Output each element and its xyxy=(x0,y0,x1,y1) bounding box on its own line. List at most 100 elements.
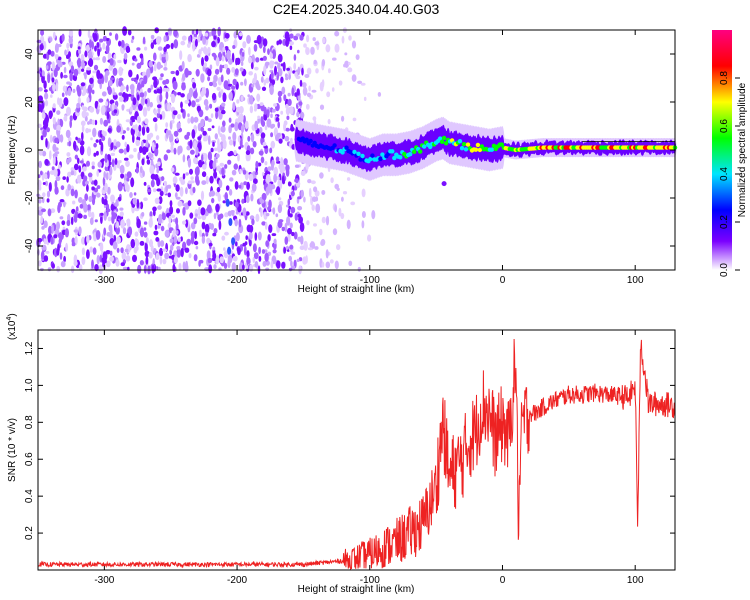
heatmap-noise-cell xyxy=(284,135,290,142)
heatmap-noise-cell xyxy=(130,177,135,188)
heatmap-noise-cell xyxy=(57,164,61,170)
heatmap-noise-cell xyxy=(288,267,293,271)
heatmap-noise-cell xyxy=(187,54,192,63)
heatmap-noise-cell xyxy=(125,160,130,167)
heatmap-noise-cell xyxy=(258,150,264,156)
heatmap-noise-cell xyxy=(163,46,167,53)
signal-core xyxy=(437,136,443,141)
heatmap-noise-cell xyxy=(144,118,149,125)
heatmap-noise-cell xyxy=(228,83,233,87)
heatmap-noise-cell xyxy=(86,249,90,260)
heatmap-noise-cell xyxy=(91,259,94,269)
heatmap-noise-cell xyxy=(236,106,241,113)
heatmap-noise-cell xyxy=(210,147,214,153)
heatmap-noise-cell xyxy=(287,227,292,235)
heatmap-noise-cell xyxy=(68,140,72,147)
heatmap-noise-cell xyxy=(61,33,65,42)
heatmap-noise-cell xyxy=(63,255,66,263)
heatmap-noise-cell xyxy=(289,222,293,229)
heatmap-noise-cell xyxy=(170,167,175,173)
heatmap-noise-cell xyxy=(235,57,238,66)
heatmap-noise-cell xyxy=(49,134,53,143)
heatmap-noise-cell xyxy=(199,229,202,237)
heatmap-noise-cell xyxy=(281,86,286,95)
heatmap-noise-cell xyxy=(270,125,274,129)
heatmap-noise-cell xyxy=(56,248,60,256)
heatmap-noise-cell xyxy=(276,40,280,46)
heatmap-noise-cell xyxy=(118,77,124,82)
heatmap-noise-cell xyxy=(37,103,42,112)
heatmap-noise-cell xyxy=(325,249,329,259)
heatmap-noise-cell xyxy=(44,158,49,166)
heatmap-noise-cell xyxy=(156,225,161,229)
heatmap-noise-cell xyxy=(180,236,183,242)
heatmap-noise-cell xyxy=(101,130,105,135)
heatmap-noise-cell xyxy=(53,234,58,239)
heatmap-noise-cell xyxy=(86,235,90,244)
heatmap-noise-cell xyxy=(277,62,281,70)
heatmap-noise-cell xyxy=(315,203,321,214)
heatmap-noise-cell xyxy=(65,188,70,197)
heatmap-noise-cell xyxy=(92,57,96,61)
heatmap-noise-cell xyxy=(78,197,83,203)
heatmap-noise-cell xyxy=(254,66,259,71)
heatmap-noise-cell xyxy=(135,167,139,174)
heatmap-noise-cell xyxy=(117,59,122,64)
heatmap-noise-cell xyxy=(187,117,191,124)
heatmap-noise-cell xyxy=(228,124,232,134)
heatmap-noise-cell xyxy=(51,61,56,71)
heatmap-noise-cell xyxy=(202,35,207,45)
heatmap-noise-cell xyxy=(127,29,132,36)
heatmap-noise-cell xyxy=(134,231,139,237)
heatmap-noise-cell xyxy=(118,80,123,87)
heatmap-xlabel: Height of straight line (km) xyxy=(298,284,415,295)
heatmap-noise-cell xyxy=(122,227,127,235)
heatmap-noise-cell xyxy=(188,35,192,42)
heatmap-noise-cell xyxy=(238,113,244,123)
heatmap-noise-cell xyxy=(336,244,341,251)
heatmap-noise-cell xyxy=(52,117,56,125)
heatmap-noise-cell xyxy=(160,73,164,78)
heatmap-noise-cell xyxy=(141,158,145,166)
heatmap-noise-cell xyxy=(157,107,161,114)
heatmap-noise-cell xyxy=(176,246,181,250)
heatmap-noise-cell xyxy=(106,107,111,113)
heatmap-noise-cell xyxy=(242,207,247,217)
snr-panel: -300 -200 -100 0 100 0.2 0.4 0.6 0.8 1.0 1.2 Heigh… xyxy=(6,313,676,595)
heatmap-noise-cell xyxy=(91,119,96,126)
heatmap-noise-cell xyxy=(278,39,282,45)
heatmap-noise-cell xyxy=(177,146,181,156)
heatmap-noise-cell xyxy=(187,200,192,207)
heatmap-noise-cell xyxy=(273,238,277,245)
heatmap-noise-cell xyxy=(278,197,282,201)
heatmap-noise-cell xyxy=(299,34,304,41)
heatmap-noise-cell xyxy=(188,253,192,259)
heatmap-noise-cell xyxy=(290,190,295,197)
heatmap-noise-cell xyxy=(207,118,212,123)
heatmap-noise-cell xyxy=(287,92,291,97)
heatmap-noise-cell xyxy=(184,247,190,253)
heatmap-noise-cell xyxy=(81,256,86,266)
heatmap-noise-cell xyxy=(248,71,253,76)
heatmap-noise-cell xyxy=(209,159,214,170)
heatmap-noise-cell xyxy=(237,135,241,143)
heatmap-noise-cell xyxy=(118,66,123,77)
heatmap-noise-cell xyxy=(70,188,75,197)
heatmap-noise-cell xyxy=(270,132,274,138)
heatmap-noise-cell xyxy=(193,33,197,38)
heatmap-noise-cell xyxy=(351,74,357,82)
heatmap-noise-cell xyxy=(346,219,351,230)
heatmap-noise-cell xyxy=(190,222,196,230)
heatmap-noise-cell xyxy=(152,117,158,123)
heatmap-noise-cell xyxy=(222,120,226,127)
signal-core xyxy=(499,142,504,147)
heatmap-noise-cell xyxy=(161,55,167,64)
signal-core xyxy=(308,138,313,144)
heatmap-noise-cell xyxy=(67,171,72,178)
heatmap-noise-cell xyxy=(105,70,110,76)
heatmap-noise-cell xyxy=(143,264,147,274)
heatmap-noise-cell xyxy=(277,53,283,63)
heatmap-xtick-label: 0 xyxy=(500,275,506,286)
heatmap-noise-cell xyxy=(271,233,277,237)
heatmap-noise-cell xyxy=(68,82,73,87)
